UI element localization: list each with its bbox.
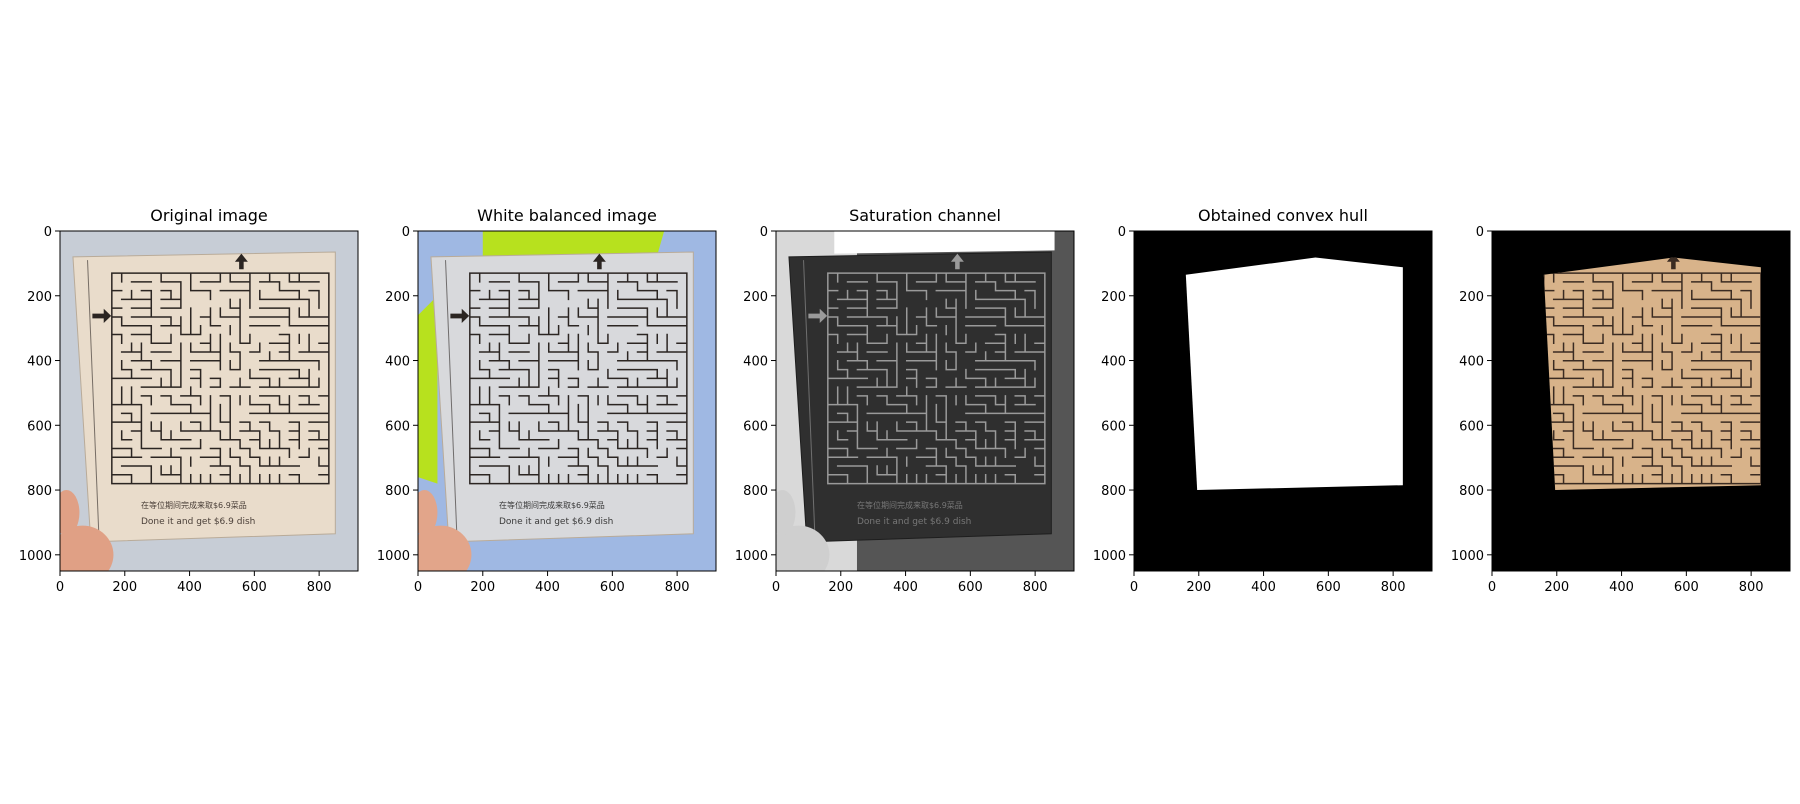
y-tick-label: 0: [1476, 225, 1484, 240]
y-tick-label: 800: [385, 484, 410, 499]
x-tick-label: 400: [893, 580, 918, 595]
y-tick-label: 200: [27, 290, 52, 305]
y-tick-label: 200: [1101, 290, 1126, 305]
hand-finger: [54, 490, 80, 535]
x-tick-label: 400: [535, 580, 560, 595]
panel-image: 在等位期间完成来取$6.9菜品 Done it and get $6.9 dish: [52, 231, 358, 584]
x-tick-label: 0: [414, 580, 422, 595]
y-tick-label: 200: [743, 290, 768, 305]
y-tick-label: 800: [27, 484, 52, 499]
y-tick-label: 800: [1459, 484, 1484, 499]
y-tick-label: 400: [385, 355, 410, 370]
x-axis: 0 200 400 600 800: [1488, 571, 1764, 595]
panel-hull-mask: Obtained convex hull 0 200 400 600 800 0 200 400…: [1093, 206, 1432, 595]
convex-hull: [1186, 258, 1403, 490]
x-tick-label: 600: [242, 580, 267, 595]
x-tick-label: 800: [307, 580, 332, 595]
y-tick-label: 200: [1459, 290, 1484, 305]
panel-image: [1134, 231, 1432, 571]
x-tick-label: 400: [177, 580, 202, 595]
x-tick-label: 600: [1674, 580, 1699, 595]
y-tick-label: 1000: [735, 549, 768, 564]
x-tick-label: 200: [1544, 580, 1569, 595]
x-tick-label: 600: [1316, 580, 1341, 595]
panel-image: [1492, 231, 1790, 571]
panel-title: Obtained convex hull: [1198, 206, 1368, 225]
card-text-english: Done it and get $6.9 dish: [499, 517, 613, 527]
hand: [410, 526, 472, 584]
y-axis: 0 200 400 600 800 1000: [1451, 225, 1492, 564]
y-tick-label: 1000: [377, 549, 410, 564]
panel-title: Original image: [150, 206, 268, 225]
x-tick-label: 0: [1488, 580, 1496, 595]
panel-masked: 0 200 400 600 800 0 200 400 600 800 1000: [1451, 225, 1790, 595]
y-axis: 0 200 400 600 800 1000: [19, 225, 60, 564]
x-tick-label: 200: [828, 580, 853, 595]
y-tick-label: 0: [402, 225, 410, 240]
x-tick-label: 0: [772, 580, 780, 595]
panel-image: 在等位期间完成来取$6.9菜品 Done it and get $6.9 dish: [410, 231, 716, 584]
x-tick-label: 800: [1739, 580, 1764, 595]
y-tick-label: 200: [385, 290, 410, 305]
y-tick-label: 400: [743, 355, 768, 370]
y-tick-label: 400: [1101, 355, 1126, 370]
x-tick-label: 200: [112, 580, 137, 595]
hand: [52, 526, 114, 584]
x-axis: 0 200 400 600 800: [56, 571, 332, 595]
hand-finger: [770, 490, 796, 535]
y-tick-label: 600: [743, 419, 768, 434]
x-tick-label: 800: [665, 580, 690, 595]
x-axis: 0 200 400 600 800: [414, 571, 690, 595]
y-tick-label: 600: [27, 419, 52, 434]
panel-title: Saturation channel: [849, 206, 1001, 225]
x-axis: 0 200 400 600 800: [1130, 571, 1406, 595]
y-tick-label: 0: [760, 225, 768, 240]
panel-title: White balanced image: [477, 206, 657, 225]
x-tick-label: 0: [56, 580, 64, 595]
x-tick-label: 200: [1186, 580, 1211, 595]
y-tick-label: 600: [1459, 419, 1484, 434]
x-tick-label: 600: [958, 580, 983, 595]
y-tick-label: 400: [1459, 355, 1484, 370]
y-axis: 0 200 400 600 800 1000: [377, 225, 418, 564]
y-tick-label: 600: [385, 419, 410, 434]
x-tick-label: 200: [470, 580, 495, 595]
card-text-chinese: 在等位期间完成来取$6.9菜品: [141, 500, 247, 510]
x-tick-label: 400: [1251, 580, 1276, 595]
y-tick-label: 800: [743, 484, 768, 499]
y-tick-label: 1000: [19, 549, 52, 564]
card-text-chinese: 在等位期间完成来取$6.9菜品: [857, 500, 963, 510]
panel-image: 在等位期间完成来取$6.9菜品 Done it and get $6.9 dish: [768, 231, 1074, 584]
panel-original: 在等位期间完成来取$6.9菜品 Done it and get $6.9 dish…: [19, 206, 358, 595]
y-tick-label: 0: [44, 225, 52, 240]
hand-finger: [412, 490, 438, 535]
y-tick-label: 1000: [1093, 549, 1126, 564]
y-tick-label: 0: [1118, 225, 1126, 240]
panel-white-balanced: 在等位期间完成来取$6.9菜品 Done it and get $6.9 dish…: [377, 206, 716, 595]
bright-region: [834, 231, 1054, 254]
x-tick-label: 600: [600, 580, 625, 595]
x-tick-label: 400: [1609, 580, 1634, 595]
card-text-english: Done it and get $6.9 dish: [857, 517, 971, 527]
hand: [768, 526, 830, 584]
card-text-english: Done it and get $6.9 dish: [141, 517, 255, 527]
x-axis: 0 200 400 600 800: [772, 571, 1048, 595]
y-tick-label: 1000: [1451, 549, 1484, 564]
y-axis: 0 200 400 600 800 1000: [735, 225, 776, 564]
y-axis: 0 200 400 600 800 1000: [1093, 225, 1134, 564]
x-tick-label: 0: [1130, 580, 1138, 595]
green-patch: [418, 296, 437, 484]
y-tick-label: 800: [1101, 484, 1126, 499]
y-tick-label: 400: [27, 355, 52, 370]
card-text-chinese: 在等位期间完成来取$6.9菜品: [499, 500, 605, 510]
x-tick-label: 800: [1381, 580, 1406, 595]
panel-saturation: 在等位期间完成来取$6.9菜品 Done it and get $6.9 dish…: [735, 206, 1074, 595]
y-tick-label: 600: [1101, 419, 1126, 434]
x-tick-label: 800: [1023, 580, 1048, 595]
